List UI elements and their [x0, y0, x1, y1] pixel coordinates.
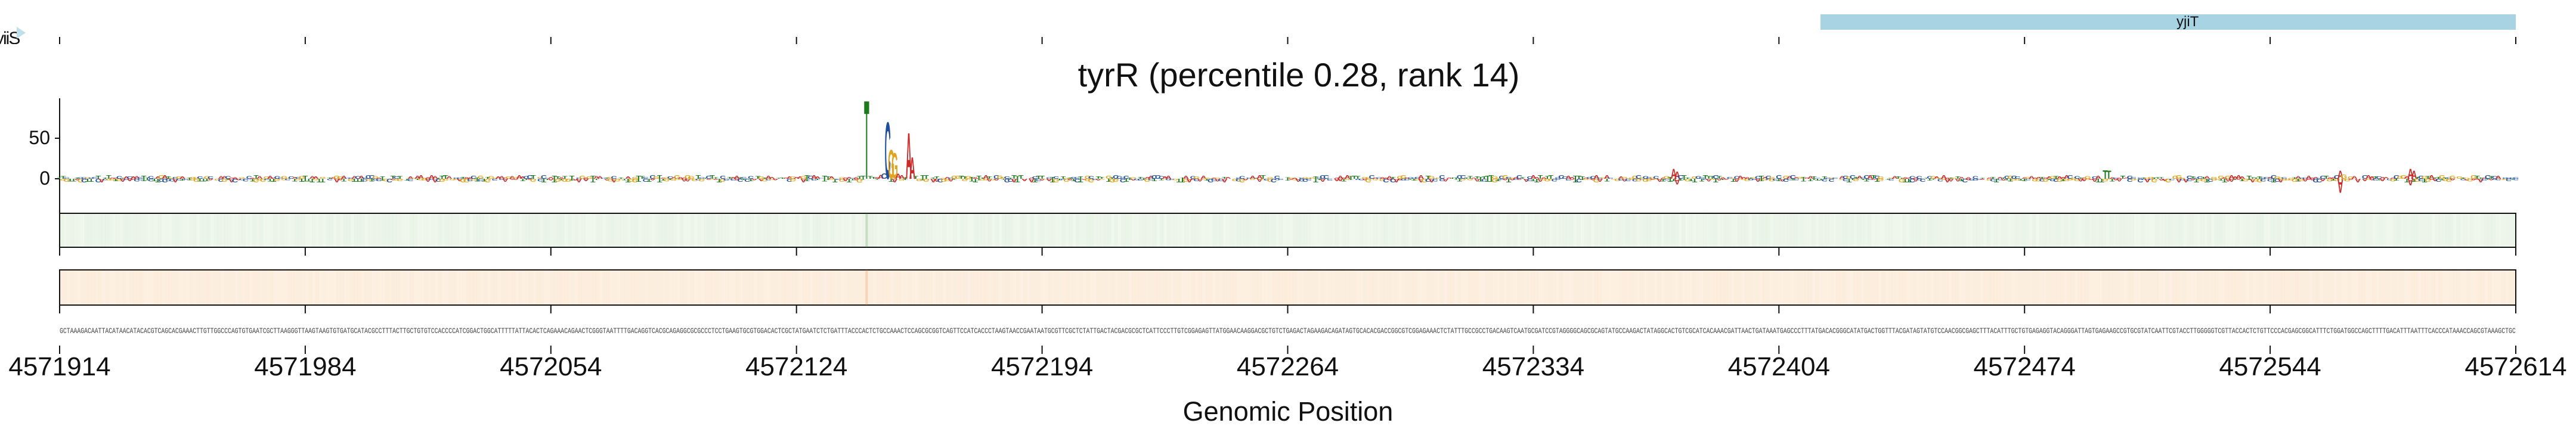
- svg-text:50: 50: [29, 127, 50, 148]
- svg-text:G: G: [1098, 178, 1105, 179]
- svg-text:4572474: 4572474: [1974, 352, 2076, 381]
- svg-text:yjiT: yjiT: [2176, 14, 2199, 30]
- svg-text:4572194: 4572194: [991, 352, 1093, 381]
- svg-text:C: C: [1832, 178, 1838, 179]
- svg-text:0: 0: [39, 167, 50, 189]
- svg-text:4572334: 4572334: [1482, 352, 1584, 381]
- svg-text:4572124: 4572124: [745, 352, 847, 381]
- svg-text:C: C: [1327, 178, 1333, 181]
- svg-text:A: A: [2355, 178, 2361, 184]
- svg-text:G: G: [1878, 178, 1884, 181]
- svg-text:C: C: [1278, 178, 1284, 180]
- svg-text:4572544: 4572544: [2219, 352, 2321, 381]
- svg-text:T: T: [864, 89, 869, 203]
- svg-text:T: T: [1078, 178, 1083, 184]
- svg-text:G: G: [923, 178, 930, 182]
- svg-text:A: A: [1225, 177, 1231, 180]
- svg-text:A: A: [208, 178, 214, 181]
- svg-text:4572264: 4572264: [1237, 352, 1339, 381]
- svg-text:4571984: 4571984: [254, 352, 356, 381]
- svg-text:A: A: [909, 152, 915, 186]
- svg-text:T: T: [320, 178, 326, 182]
- svg-text:4572054: 4572054: [500, 352, 602, 381]
- svg-text:A: A: [2450, 178, 2456, 181]
- svg-text:G: G: [397, 178, 403, 181]
- svg-text:G: G: [530, 178, 537, 182]
- svg-text:4571914: 4571914: [8, 352, 110, 381]
- svg-text:4572404: 4572404: [1728, 352, 1830, 381]
- svg-text:A: A: [1021, 178, 1027, 182]
- svg-text:A: A: [1980, 178, 1986, 179]
- svg-text:C: C: [2513, 178, 2519, 181]
- svg-text:4572614: 4572614: [2464, 352, 2566, 381]
